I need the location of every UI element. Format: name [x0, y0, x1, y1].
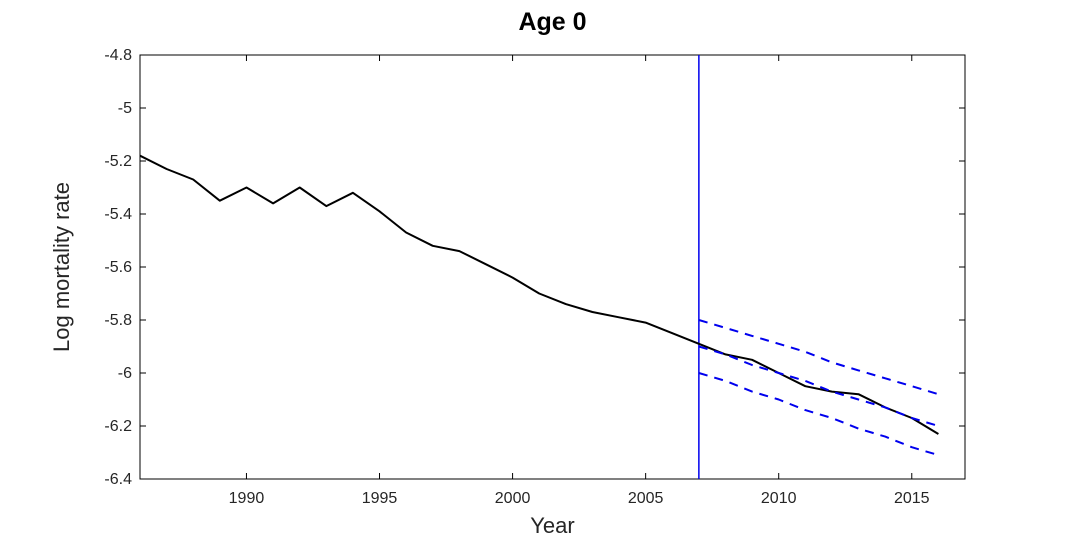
- x-tick-label: 1995: [362, 490, 398, 507]
- y-tick-label: -5.8: [104, 312, 132, 329]
- y-axis-ticks: -6.4 -6.2 -6 -5.8 -5.6 -5.4 -5.2 -5 -4.8: [104, 47, 965, 488]
- y-tick-label: -5.2: [104, 153, 132, 170]
- x-tick-label: 2000: [495, 490, 531, 507]
- chart-title: Age 0: [518, 8, 587, 36]
- y-axis-label-text: Log mortality rate: [49, 182, 74, 352]
- series-line-forecast-central: [698, 345, 939, 427]
- x-tick-label: 2005: [628, 490, 664, 507]
- x-tick-label: 2010: [761, 490, 797, 507]
- plot-box: [139, 54, 966, 480]
- series-line-forecast-lower-bound: [698, 372, 939, 457]
- y-tick-label: -6.4: [104, 471, 132, 488]
- y-tick-label: -6: [118, 365, 132, 382]
- x-axis-ticks: 1990 1995 2000 2005 2010 2015: [229, 55, 930, 507]
- y-tick-label: -5.6: [104, 259, 132, 276]
- series-line-observed-log-mortality: [139, 154, 939, 435]
- y-tick-label: -5.4: [104, 206, 132, 223]
- x-tick-label: 2015: [894, 490, 930, 507]
- y-tick-label: -4.8: [104, 47, 132, 64]
- y-tick-label: -6.2: [104, 418, 132, 435]
- series-line-forecast-upper-bound: [698, 319, 939, 396]
- y-tick-label: -5: [118, 100, 132, 117]
- x-tick-label: 1990: [229, 490, 265, 507]
- x-axis-label: Year: [530, 513, 575, 538]
